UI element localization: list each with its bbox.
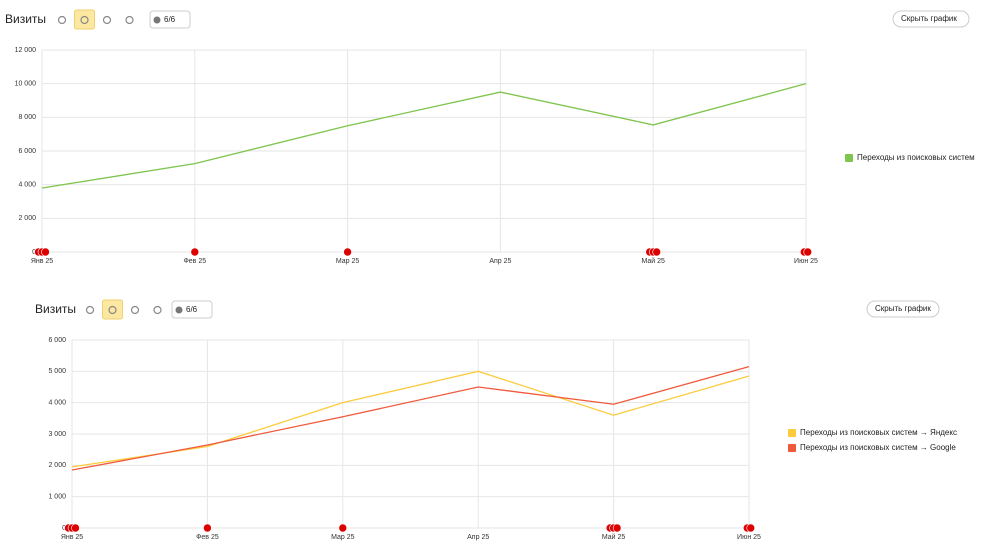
y-tick-label: 4 000 <box>48 400 66 407</box>
icon-stack[interactable] <box>102 15 112 25</box>
x-tick-label: Май 25 <box>602 533 626 541</box>
y-tick-label: 10 000 <box>15 81 37 88</box>
annotation-marker[interactable] <box>190 247 200 257</box>
hide-button-label: Скрыть график <box>875 304 931 313</box>
annotation-marker[interactable] <box>71 523 80 533</box>
counter-icon <box>153 16 161 24</box>
y-tick-label: 6 000 <box>18 148 36 155</box>
annotation-marker[interactable] <box>612 523 622 533</box>
y-tick-label: 8 000 <box>18 114 36 121</box>
legend-label: Переходы из поисковых систем → Google <box>800 443 956 452</box>
icon-pie[interactable] <box>85 305 95 315</box>
counter: 6/6 <box>186 305 198 314</box>
x-tick-label: Апр 25 <box>489 258 511 265</box>
y-tick-label: 5 000 <box>48 368 66 375</box>
x-tick-label: Апр 25 <box>467 534 489 541</box>
x-tick-label: Янв 25 <box>31 258 53 265</box>
y-tick-label: 3 000 <box>48 431 66 438</box>
icon-stack[interactable] <box>130 305 140 315</box>
icon-line[interactable] <box>80 15 89 25</box>
series-line <box>71 366 750 471</box>
counter: 6/6 <box>164 15 176 24</box>
counter-icon <box>175 306 183 314</box>
hide-button[interactable] <box>866 300 940 318</box>
chart-title: Визиты <box>5 12 46 26</box>
annotation-marker[interactable] <box>803 247 813 257</box>
annotation-marker[interactable] <box>746 523 756 533</box>
y-tick-label: 0 <box>32 249 36 256</box>
x-tick-label: Янв 25 <box>61 534 83 541</box>
legend-check[interactable] <box>845 154 853 162</box>
x-tick-label: Май 25 <box>641 257 665 265</box>
annotation-marker[interactable] <box>343 247 352 257</box>
x-tick-label: Мар 25 <box>331 534 355 541</box>
legend-label: Переходы из поисковых систем <box>857 153 975 162</box>
legend-check[interactable] <box>788 429 796 437</box>
legend-label: Переходы из поисковых систем → Яндекс <box>800 428 957 437</box>
annotation-marker[interactable] <box>41 247 50 257</box>
x-tick-label: Фев 25 <box>183 258 206 265</box>
icon-bg[interactable] <box>102 299 123 320</box>
legend-check[interactable] <box>788 444 796 452</box>
hide-button-label: Скрыть график <box>901 14 957 23</box>
series-line <box>71 370 750 468</box>
y-tick-label: 12 000 <box>15 47 37 54</box>
hide-button[interactable] <box>892 10 970 28</box>
y-tick-label: 4 000 <box>18 182 36 189</box>
counter-button[interactable] <box>171 300 213 319</box>
y-tick-label: 1 000 <box>48 494 66 501</box>
annotation-marker[interactable] <box>338 523 348 533</box>
x-tick-label: Июн 25 <box>737 534 761 541</box>
counter-button[interactable] <box>149 10 191 29</box>
annotation-marker[interactable] <box>203 523 212 533</box>
x-tick-label: Июн 25 <box>794 258 818 265</box>
y-tick-label: 0 <box>62 525 66 532</box>
annotation-marker[interactable] <box>652 247 662 257</box>
y-tick-label: 2 000 <box>48 462 66 469</box>
x-tick-label: Фев 25 <box>196 534 219 541</box>
y-tick-label: 6 000 <box>48 337 66 344</box>
icon-line[interactable] <box>108 305 117 315</box>
icon-table[interactable] <box>125 15 134 25</box>
icon-pie[interactable] <box>57 15 67 25</box>
icon-bg[interactable] <box>74 9 95 30</box>
x-tick-label: Мар 25 <box>336 258 360 265</box>
icon-table[interactable] <box>153 305 162 315</box>
y-tick-label: 2 000 <box>18 215 36 222</box>
series-line <box>41 83 807 189</box>
chart-title: Визиты <box>35 302 76 316</box>
